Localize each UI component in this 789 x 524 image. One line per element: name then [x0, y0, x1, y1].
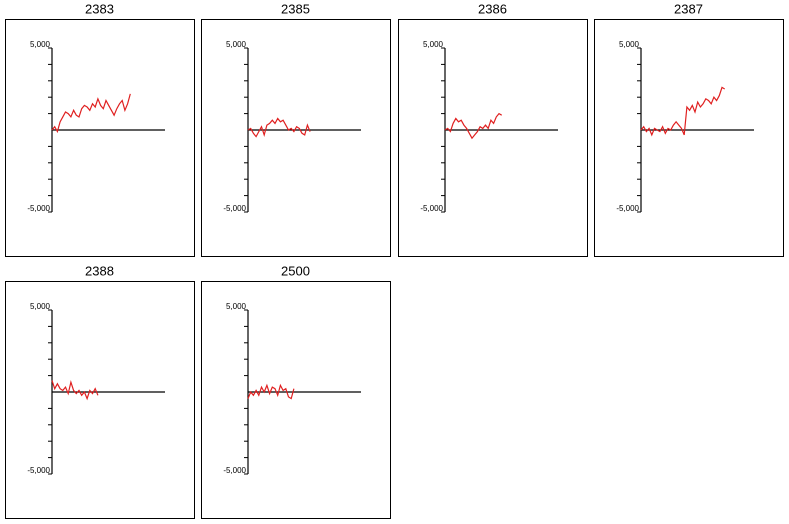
y-tick-label: 5,000: [30, 302, 51, 311]
panel: [594, 19, 784, 257]
panel-title: 2500: [281, 263, 310, 278]
y-tick-label: -5,000: [223, 204, 246, 213]
series-line: [247, 117, 311, 138]
series-line: [640, 86, 726, 137]
y-tick-label: -5,000: [223, 466, 246, 475]
panel-title: 2383: [85, 1, 114, 16]
panel-title: 2386: [478, 1, 507, 16]
y-tick-label: 5,000: [423, 40, 444, 49]
y-tick-label: -5,000: [420, 204, 443, 213]
y-tick-label: 5,000: [619, 40, 640, 49]
panel: [201, 281, 391, 519]
panel: [201, 19, 391, 257]
panel: [398, 19, 588, 257]
series-line: [51, 379, 99, 401]
panel-title: 2388: [85, 263, 114, 278]
y-tick-label: 5,000: [30, 40, 51, 49]
panel: [5, 19, 195, 257]
panel-title: 2387: [674, 1, 703, 16]
y-tick-label: -5,000: [27, 204, 50, 213]
panel-title: 2385: [281, 1, 310, 16]
series-line: [247, 383, 295, 400]
y-tick-label: -5,000: [616, 204, 639, 213]
series-line: [51, 93, 131, 134]
y-tick-label: 5,000: [226, 302, 247, 311]
y-tick-label: 5,000: [226, 40, 247, 49]
series-line: [444, 112, 503, 140]
panel: [5, 281, 195, 519]
y-tick-label: -5,000: [27, 466, 50, 475]
